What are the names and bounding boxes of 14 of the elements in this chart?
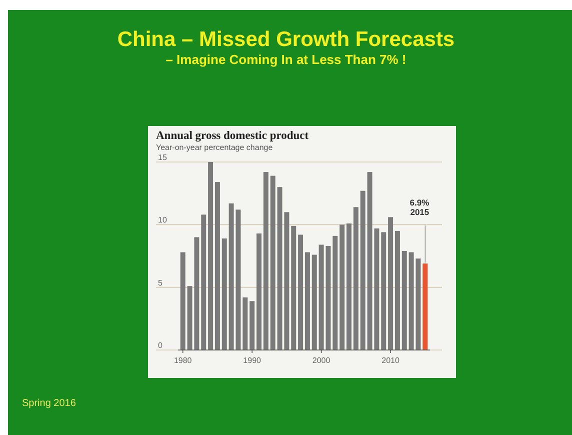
text: Spring 2016 bbox=[22, 398, 76, 409]
text: Annual gross domestic product bbox=[156, 130, 309, 142]
y-tick-label: 15 bbox=[158, 153, 168, 162]
chart-title: China – Missed Growth Forecasts bbox=[117, 28, 455, 51]
y-tick-label: 0 bbox=[158, 341, 163, 350]
x-tick-label: 1990 bbox=[243, 356, 262, 365]
annotation: 6.9% 2015 bbox=[410, 198, 430, 218]
y-axis-title: Year-on-year percentage change bbox=[156, 143, 274, 152]
x-tick-label: 1980 bbox=[174, 356, 192, 365]
y-tick-label: 5 bbox=[158, 278, 163, 288]
y-tick-label: 10 bbox=[158, 216, 168, 225]
chart-subtitle: – Imagine Coming In at Less Than 7% ! bbox=[166, 52, 406, 67]
x-tick-label: 2000 bbox=[312, 356, 331, 365]
x-tick-label: 2010 bbox=[382, 356, 400, 365]
